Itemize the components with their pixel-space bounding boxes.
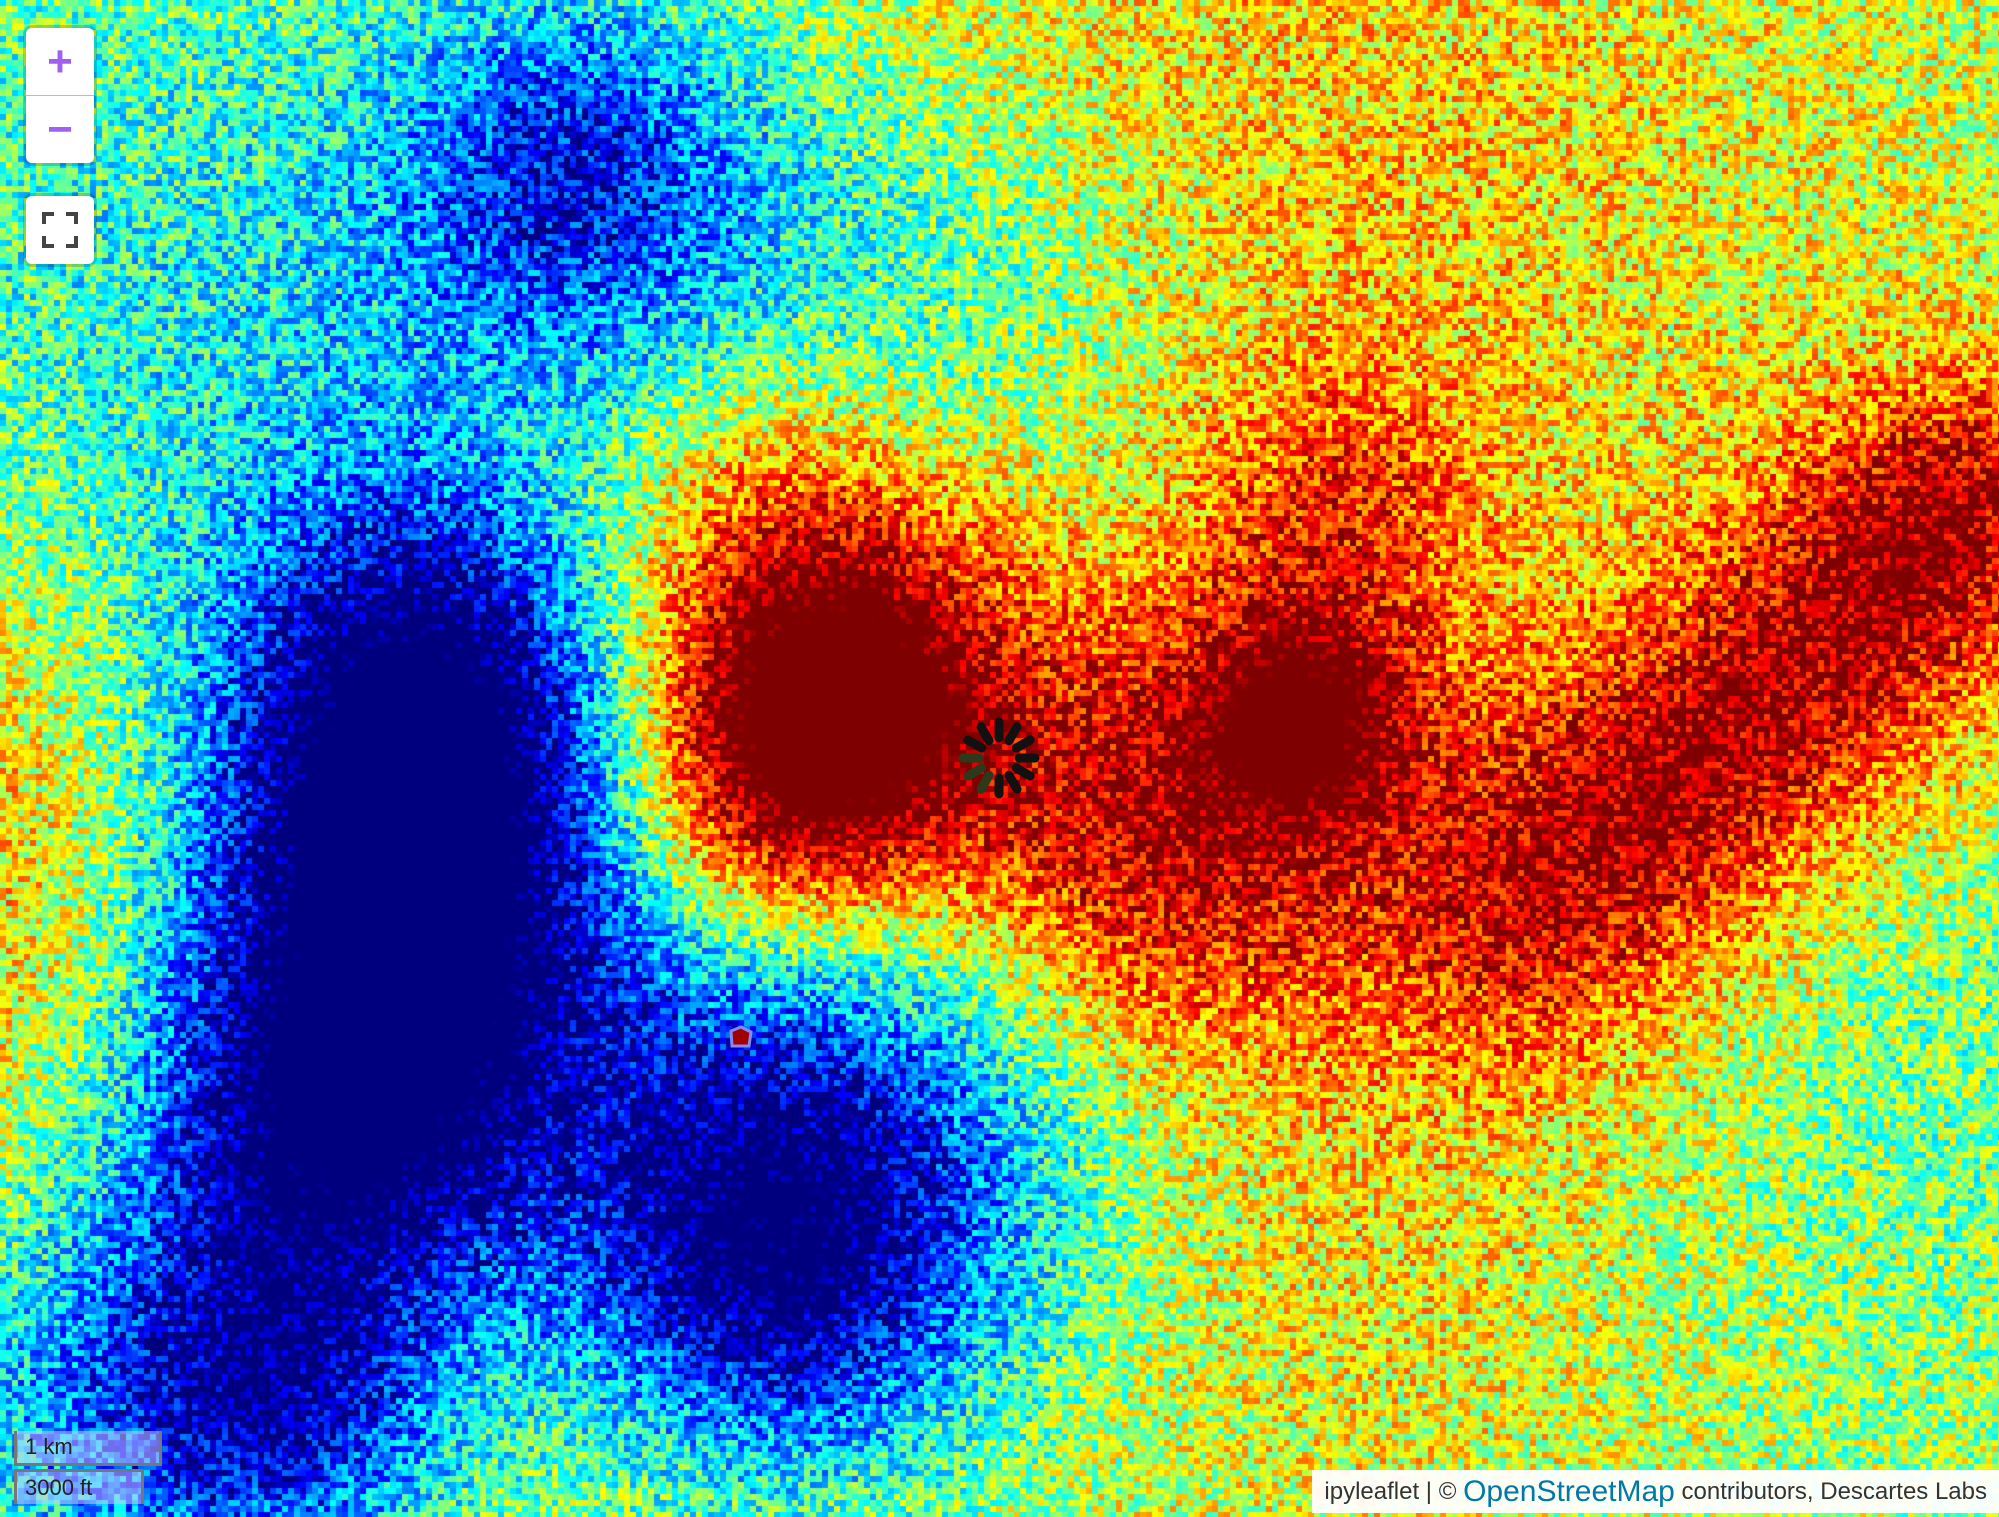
- polygon-marker[interactable]: [728, 1025, 754, 1049]
- zoom-in-button[interactable]: +: [26, 28, 94, 95]
- spinner-segment: [968, 768, 982, 776]
- attribution: ipyleaflet | © OpenStreetMap contributor…: [1312, 1470, 1999, 1513]
- spinner-segment: [1009, 775, 1017, 789]
- loading-spinner-icon: [949, 708, 1049, 808]
- spinner-segment: [981, 727, 989, 741]
- attribution-suffix: contributors, Descartes Labs: [1675, 1478, 1987, 1506]
- fullscreen-button[interactable]: [26, 196, 94, 264]
- spinner-segment: [981, 775, 989, 789]
- attribution-prefix: ipyleaflet | ©: [1324, 1478, 1463, 1506]
- zoom-control: + −: [26, 28, 94, 163]
- spinner-segment: [1009, 727, 1017, 741]
- scale-imperial-label: 3000 ft: [14, 1469, 144, 1504]
- scale-metric: 1 km: [14, 1431, 162, 1466]
- scale-metric-label: 1 km: [14, 1431, 162, 1466]
- spinner-segment: [1016, 740, 1030, 748]
- openstreetmap-link[interactable]: OpenStreetMap: [1463, 1475, 1675, 1509]
- spinner-segment: [1016, 768, 1030, 776]
- spinner-segment: [968, 740, 982, 748]
- zoom-out-button[interactable]: −: [26, 95, 94, 163]
- fullscreen-icon: [41, 211, 79, 249]
- scale-imperial: 3000 ft: [14, 1469, 144, 1504]
